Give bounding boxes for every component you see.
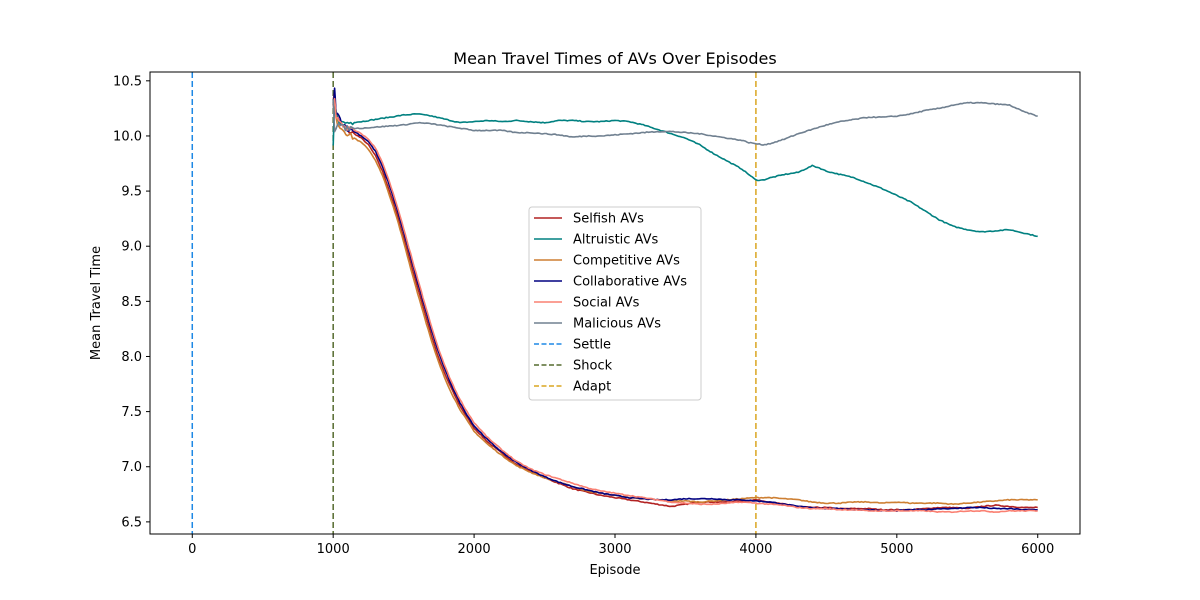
plot-area [191,72,1038,534]
legend-label-shock: Shock [573,359,613,374]
legend: Selfish AVs Altruistic AVs Competitive AVs… [528,206,702,401]
y-tick-label: 10.5 [113,74,142,89]
y-tick-label: 7.0 [121,460,142,475]
y-tick-label: 9.5 [121,185,142,200]
legend-label-collaborative-avs: Collaborative AVs [573,275,687,290]
y-tick-label: 6.5 [121,515,142,530]
x-axis-title: Episode [589,563,640,578]
legend-label-settle: Settle [573,338,611,353]
x-tick-label: 4000 [739,542,772,557]
x-tick-label: 3000 [598,542,631,557]
chart-title: Mean Travel Times of AVs Over Episodes [453,49,776,68]
legend-label-selfish-avs: Selfish AVs [573,212,644,227]
series-line-competitive-avs [332,92,1038,506]
x-tick-label: 6000 [1021,542,1054,557]
x-tick-label: 5000 [880,542,913,557]
y-tick-label: 7.5 [121,405,142,420]
y-axis-ticks: 6.5 7.0 7.5 8.0 8.5 9.0 9.5 10.0 10.5 [113,74,150,530]
y-tick-label: 9.0 [121,240,142,255]
series-line-collaborative-avs [332,87,1038,513]
legend-label-malicious-avs: Malicious AVs [573,317,661,332]
y-tick-label: 8.0 [121,350,142,365]
x-axis-ticks: 0 1000 2000 3000 4000 5000 6000 [188,534,1054,557]
legend-label-competitive-avs: Competitive AVs [573,254,680,269]
legend-label-altruistic-avs: Altruistic AVs [573,233,659,248]
series-line-social-avs [332,97,1038,514]
legend-label-social-avs: Social AVs [573,296,640,311]
x-tick-label: 1000 [317,542,350,557]
x-tick-label: 2000 [458,542,491,557]
series-line-malicious-avs [332,99,1038,146]
legend-label-adapt: Adapt [573,380,611,395]
y-tick-label: 10.0 [113,129,142,144]
y-tick-label: 8.5 [121,295,142,310]
y-axis-title: Mean Travel Time [89,246,104,360]
x-tick-label: 0 [188,542,196,557]
legend-box [528,206,702,401]
series-line-altruistic-avs [332,100,1038,238]
